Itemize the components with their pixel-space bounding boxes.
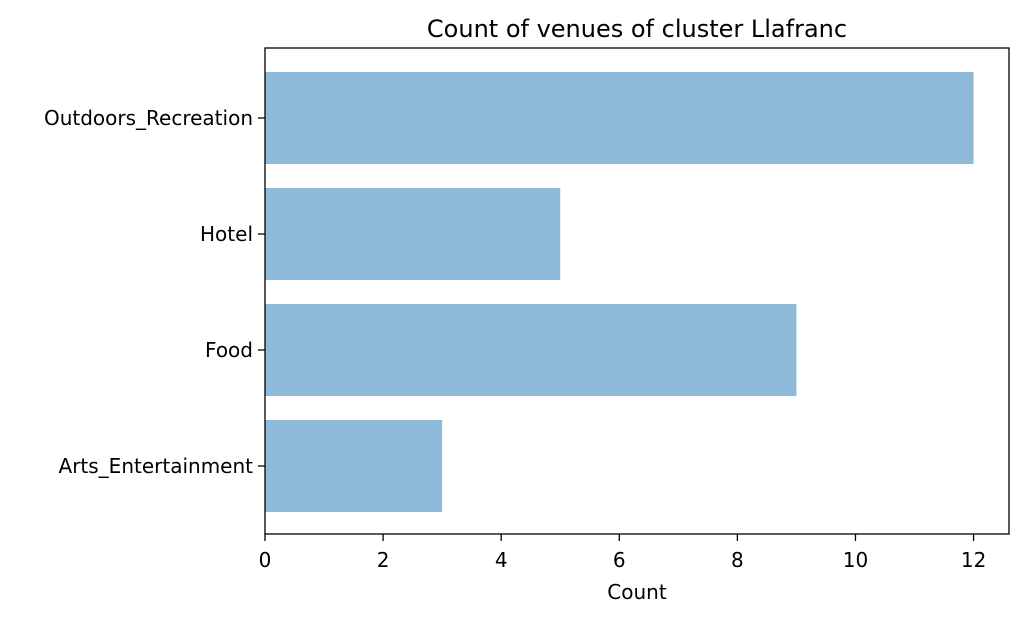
x-axis-label: Count <box>607 580 667 604</box>
x-tick-label: 4 <box>495 548 508 572</box>
x-tick-label: 10 <box>843 548 868 572</box>
y-tick-label: Arts_Entertainment <box>59 454 254 478</box>
y-tick-label: Outdoors_Recreation <box>44 106 253 130</box>
x-tick-label: 2 <box>377 548 390 572</box>
bar-arts-entertainment <box>265 420 443 512</box>
y-axis-ticks: Outdoors_Recreation Hotel Food Arts_Enterta… <box>44 106 265 478</box>
bar-food <box>265 304 797 396</box>
bar-hotel <box>265 188 561 280</box>
bars-group <box>265 72 974 512</box>
x-tick-label: 8 <box>731 548 744 572</box>
x-tick-label: 6 <box>613 548 626 572</box>
x-tick-label: 12 <box>961 548 986 572</box>
plot-frame <box>264 47 1010 535</box>
bar-outdoors-recreation <box>265 72 974 164</box>
x-axis-ticks: 0 2 4 6 8 10 12 <box>259 534 986 572</box>
chart-title: Count of venues of cluster Llafranc <box>427 15 847 43</box>
y-tick-label: Hotel <box>200 222 253 246</box>
y-tick-label: Food <box>205 338 253 362</box>
x-tick-label: 0 <box>259 548 272 572</box>
